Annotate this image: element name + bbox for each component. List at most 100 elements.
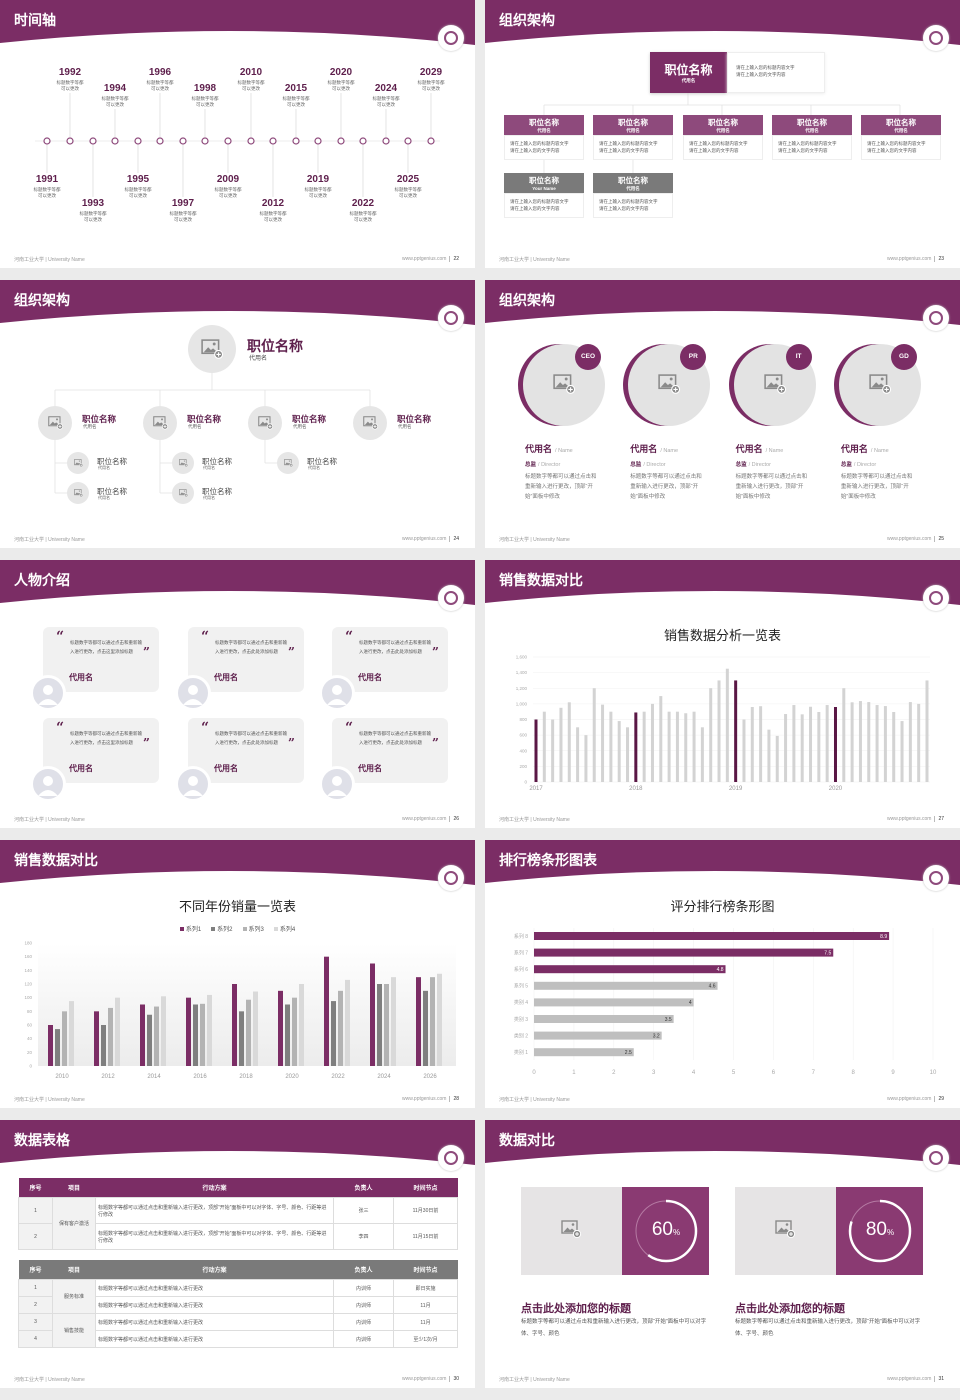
table-row: 1 服务标准 标题数字等都可以通过点击和重新输入进行更改 内训师 即日实施 [18, 1279, 458, 1314]
footer-website: www.pptgenius.com [401, 1376, 447, 1382]
child-title: 职位名称 [307, 457, 337, 466]
quote-author: 代用名 [358, 764, 382, 773]
y-tick-label: 60 [27, 1023, 33, 1028]
bar [534, 1031, 662, 1040]
member-name-en: / Name [870, 448, 889, 454]
column-header: 序号 [29, 1268, 42, 1274]
table-row: 2 标题数字等都可以通过点击和重新输入进行更改，顶部“开始”面板中可以对字体、字号… [18, 1223, 458, 1250]
timeline-node-icon [179, 137, 187, 145]
university-logo [438, 1145, 464, 1171]
bar [601, 704, 605, 782]
role-badge: PR [680, 344, 707, 370]
icon-plus [79, 464, 82, 467]
bar [559, 707, 563, 782]
bar [809, 706, 813, 782]
slide-title: 数据对比 [499, 1132, 555, 1148]
x-tick-label: 2026 [423, 1074, 437, 1080]
category-label: 类别 3 [514, 1016, 528, 1023]
bar [299, 984, 304, 1066]
bar [534, 998, 694, 1007]
slide-title: 时间轴 [14, 12, 56, 28]
quote-card: “ 标题数字等都可以通过点击和重新输入进行更改，点击此处添加标题” 代用名 [332, 718, 448, 783]
icon-sun [265, 418, 268, 421]
bar [759, 706, 763, 782]
slide-6: 销售数据对比 河南工业大学 | University Name www.pptgen… [485, 560, 960, 828]
bar [867, 702, 871, 782]
value-label: 4.8 [717, 967, 724, 973]
avatar [319, 766, 355, 802]
slide-5: 人物介绍 河南工业大学 | University Name www.pptgeniu… [0, 560, 475, 828]
bar [734, 680, 738, 782]
footer-right: www.pptgenius.com 26 [402, 816, 459, 822]
timeline-node-icon [314, 137, 322, 145]
footer-website: www.pptgenius.com [401, 536, 447, 542]
timeline-year: 1993 [81, 198, 105, 209]
percent-value: 60% [636, 1219, 696, 1241]
icon-mountain [74, 462, 81, 465]
bar [567, 702, 571, 782]
desc-line: 标题数字等都 [259, 211, 287, 216]
timeline-desc: 标题数字等都 可以更改 [68, 211, 118, 223]
desc-line: 可以更改 [38, 193, 56, 198]
member-role-row: 总监 / Director [630, 453, 665, 471]
category-label: 类别 4 [514, 999, 528, 1006]
timeline-desc: 标题数字等都 可以更改 [203, 187, 253, 199]
logo-seal-icon [444, 311, 458, 325]
header-wave [485, 840, 960, 885]
timeline-year: 2019 [306, 174, 330, 185]
footer-website: www.pptgenius.com [886, 256, 932, 262]
desc-line: 可以更改 [264, 217, 282, 222]
value-label: 3.2 [653, 1033, 660, 1039]
node [111, 137, 119, 145]
position-title: 职位名称 [886, 118, 916, 127]
timeline-year: 1998 [193, 83, 217, 94]
timeline-desc: 标题数字等都 可以更改 [90, 96, 140, 108]
y-tick-label: 80 [27, 1009, 33, 1014]
avatar-placeholder [67, 452, 89, 474]
icon-sun [785, 1223, 789, 1226]
desc-line: 标题数字等都 [349, 211, 377, 216]
user-head [43, 685, 53, 695]
icon-sun [370, 418, 373, 421]
member-name-row: 代用名 / Name [841, 439, 889, 457]
table-header-row: 序号 项目 行动方案 负责人 时间节点 [18, 1178, 458, 1198]
timeline-node-icon [89, 137, 97, 145]
position-sub: 代用名 [626, 186, 640, 191]
desc-line: 可以更改 [332, 86, 350, 91]
percent-number: 60 [651, 1219, 673, 1240]
timeline-node-icon [66, 137, 74, 145]
child-sub: 代用名 [308, 465, 320, 470]
bar [55, 1029, 60, 1066]
icon-mountain [777, 1227, 790, 1232]
slide-title: 组织架构 [14, 292, 70, 308]
x-tick-label: 5 [732, 1070, 736, 1076]
header-wave [0, 280, 475, 325]
compare-title: 点击此处添加您的标题 [735, 1303, 845, 1315]
page-number: 29 [934, 1096, 944, 1102]
footer-right: www.pptgenius.com 22 [402, 256, 459, 262]
child-sub: 代用名 [203, 465, 215, 470]
footer-university: 河南工业大学 | University Name [499, 1097, 570, 1103]
cell-plan: 标题数字等都可以通过点击和重新输入进行更改 [95, 1313, 334, 1331]
timeline-year: 2024 [374, 83, 398, 94]
icon-sun [160, 418, 163, 421]
icon-plus [184, 464, 187, 467]
bar [908, 702, 912, 782]
desc-line: 可以更改 [377, 102, 395, 107]
timeline-node-icon [382, 137, 390, 145]
icon-mountain [364, 421, 374, 426]
badge-text: CEO [580, 353, 596, 360]
node [224, 137, 232, 145]
legend-label: 系列4 [279, 927, 296, 933]
member-name-en: / Name [660, 448, 679, 454]
footer-university: 河南工业大学 | University Name [14, 817, 85, 823]
x-tick-label: 2016 [193, 1074, 207, 1080]
desc-line: 请在上输入您的标题内容文字 [510, 141, 569, 146]
university-logo [923, 865, 949, 891]
close-quote-icon: ” [288, 736, 295, 750]
desc-line: 标题数字等都 [237, 80, 265, 85]
desc-line: 可以更改 [84, 217, 102, 222]
org-position-header: 职位名称 代用名 [593, 173, 673, 193]
bar [108, 1007, 113, 1066]
bar [239, 1011, 244, 1066]
